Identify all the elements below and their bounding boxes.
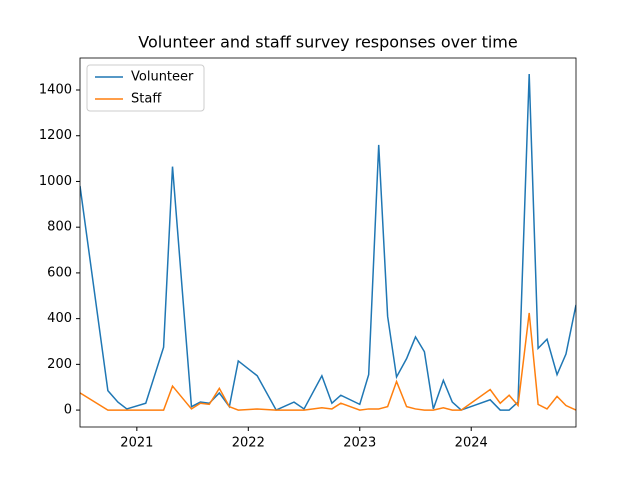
line-series	[80, 73, 576, 412]
y-tick-label: 1400	[39, 83, 72, 98]
plot-frame	[79, 57, 577, 428]
y-tick-label: 1000	[39, 174, 72, 189]
x-tick-label: 2021	[120, 436, 153, 451]
y-tick-label: 1200	[39, 128, 72, 143]
chart-title: Volunteer and staff survey responses ove…	[138, 33, 517, 52]
x-tick-label: 2024	[455, 436, 488, 451]
y-tick-label: 400	[47, 311, 72, 326]
x-tick-label: 2022	[232, 436, 265, 451]
y-tick-label: 0	[64, 403, 72, 418]
x-tick-label: 2023	[343, 436, 376, 451]
line-series	[80, 312, 576, 411]
y-tick-label: 800	[47, 220, 72, 235]
legend-label: Staff	[131, 92, 162, 107]
legend-label: Volunteer	[131, 70, 194, 85]
y-tick-label: 600	[47, 265, 72, 280]
y-tick-label: 200	[47, 357, 72, 372]
